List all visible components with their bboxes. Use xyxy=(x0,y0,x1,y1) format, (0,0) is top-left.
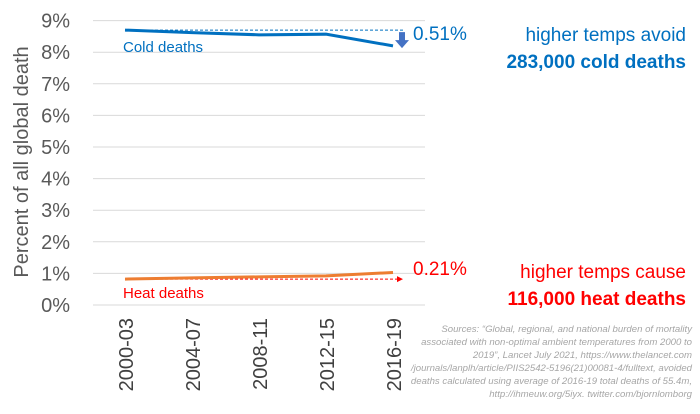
x-tick-label: 2004-07 xyxy=(183,318,205,391)
x-tick-label: 2000-03 xyxy=(116,318,138,391)
y-tick-label: 3% xyxy=(41,200,70,222)
y-tick-label: 7% xyxy=(41,74,70,96)
down-arrow-icon xyxy=(395,32,409,49)
source-note: Sources: “Global, regional, and national… xyxy=(410,324,692,400)
legend-heat: Heat deaths xyxy=(123,285,204,302)
heat-change-label: 0.21% xyxy=(413,259,467,280)
cold-change-label: 0.51% xyxy=(413,24,467,45)
y-tick-label: 6% xyxy=(41,105,70,127)
y-tick-label: 4% xyxy=(41,169,70,191)
y-tick-label: 0% xyxy=(41,295,70,317)
legend-cold: Cold deaths xyxy=(123,39,203,56)
heat-text-2: 116,000 heat deaths xyxy=(507,289,687,310)
heat-arrow-icon xyxy=(397,276,403,283)
y-tick-label: 9% xyxy=(41,11,70,33)
y-tick-label: 8% xyxy=(41,42,70,64)
x-tick-label: 2012-15 xyxy=(317,318,339,391)
heat-text-1: higher temps cause xyxy=(520,262,686,283)
y-tick-label: 5% xyxy=(41,137,70,159)
cold-text-2: 283,000 cold deaths xyxy=(506,52,686,73)
y-tick-label: 2% xyxy=(41,232,70,254)
cold-text-1: higher temps avoid xyxy=(525,25,686,46)
x-tick-label: 2008-11 xyxy=(250,318,272,390)
y-tick-label: 1% xyxy=(41,263,70,285)
x-tick-label: 2016-19 xyxy=(384,318,406,391)
y-axis-label: Percent of all global death xyxy=(11,46,33,277)
